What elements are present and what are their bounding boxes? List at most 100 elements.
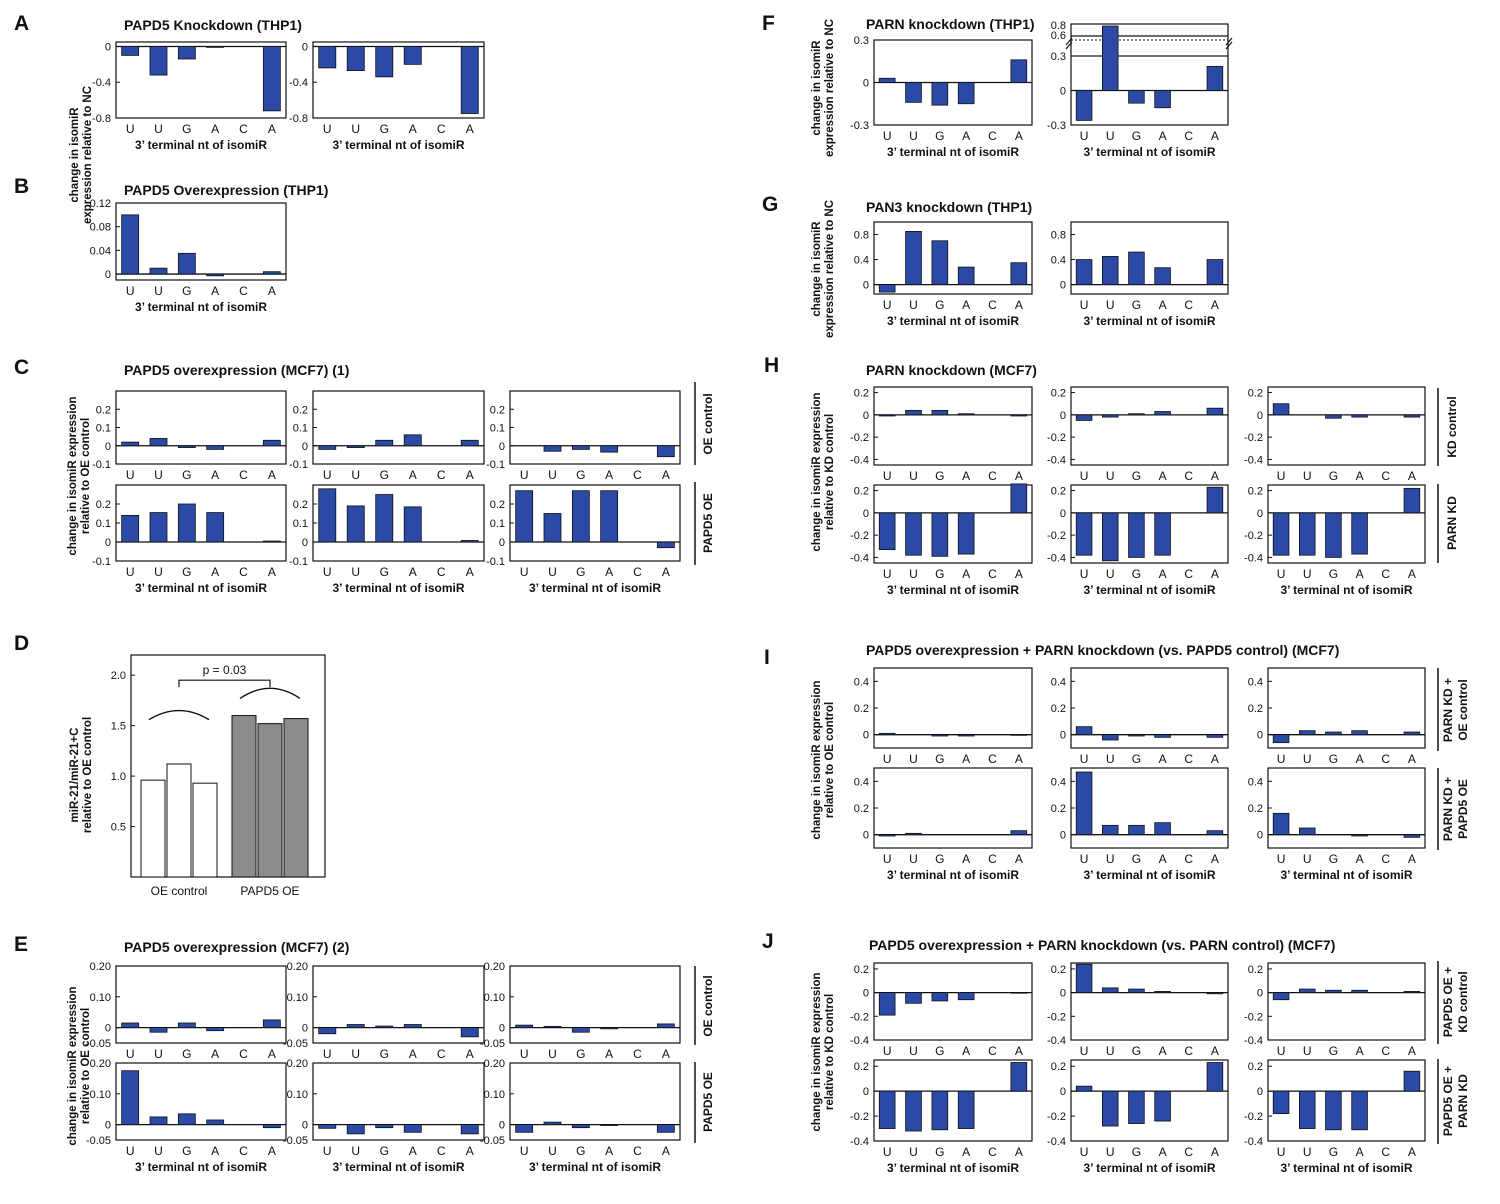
significance-bracket bbox=[178, 679, 271, 688]
bar bbox=[1075, 90, 1093, 121]
side-label-c-bottom: PAPD5 OE bbox=[701, 493, 715, 553]
x-tick-label: G bbox=[380, 122, 389, 136]
x-tick-label: A bbox=[409, 565, 417, 579]
x-tick-label: A bbox=[1159, 298, 1167, 312]
y-tick-label: 0.2 bbox=[1051, 964, 1066, 976]
x-axis-label: 3’ terminal nt of isomiR bbox=[1083, 314, 1215, 328]
axis-frame bbox=[1070, 962, 1229, 1041]
axis-frame bbox=[509, 390, 681, 465]
x-tick-label: C bbox=[988, 1145, 997, 1159]
bar bbox=[403, 46, 422, 65]
group-arc bbox=[148, 709, 210, 721]
x-tick-label: C bbox=[988, 567, 997, 581]
x-tick-label: C bbox=[1381, 1044, 1390, 1058]
bar bbox=[905, 82, 922, 103]
x-tick-label: A bbox=[268, 468, 276, 482]
axis-frame bbox=[1070, 484, 1229, 564]
x-tick-label: U bbox=[1106, 1044, 1115, 1058]
x-tick-label: C bbox=[988, 1044, 997, 1058]
bar bbox=[460, 46, 479, 114]
x-tick-label: G bbox=[182, 122, 191, 136]
x-tick-label: C bbox=[1184, 567, 1193, 581]
bar bbox=[121, 441, 140, 447]
y-tick-label: 0 bbox=[302, 1120, 308, 1132]
bar bbox=[346, 1124, 365, 1135]
bar bbox=[1154, 411, 1171, 416]
bar bbox=[600, 1124, 619, 1126]
x-tick-label: A bbox=[1159, 852, 1167, 866]
y-tick-label: 0 bbox=[105, 41, 111, 53]
bar bbox=[905, 992, 922, 1004]
x-tick-label: A bbox=[962, 129, 970, 143]
bar bbox=[149, 512, 168, 543]
x-tick-label: G bbox=[1132, 567, 1141, 581]
y-tick-label: 0 bbox=[863, 410, 869, 422]
x-tick-label: U bbox=[1106, 1145, 1115, 1159]
y-tick-label: 0.04 bbox=[90, 245, 111, 257]
chart-i4: 0 0.2 0.4 U U G A C A 3’ terminal nt of isomiR bbox=[854, 767, 1033, 882]
x-tick-label: U bbox=[154, 1047, 163, 1061]
x-tick-label: A bbox=[605, 565, 613, 579]
axis-frame bbox=[1267, 767, 1426, 849]
y-tick-label: 0 bbox=[863, 280, 869, 292]
x-tick-label: G bbox=[182, 1047, 191, 1061]
x-tick-label: U bbox=[909, 567, 918, 581]
chart-h5: -0.4 -0.2 0 0.2 U U G A C A 3’ terminal nt of isom… bbox=[1047, 484, 1229, 597]
bar bbox=[1102, 1090, 1119, 1127]
bar bbox=[121, 1022, 140, 1028]
panel-label-f: F bbox=[762, 12, 775, 35]
y-tick-label: 0.2 bbox=[96, 499, 111, 511]
y-tick-label: 0 bbox=[863, 830, 869, 842]
bar bbox=[318, 1027, 337, 1035]
axis-frame bbox=[873, 221, 1033, 295]
y-tick-label: -0.2 bbox=[850, 1011, 869, 1023]
y-tick-label: 0.5 bbox=[111, 822, 126, 834]
y-tick-label: 0.2 bbox=[293, 404, 308, 416]
break-mark bbox=[1065, 37, 1073, 46]
x-tick-label: U bbox=[1106, 469, 1115, 483]
axis-frame bbox=[312, 965, 485, 1044]
y-tick-label: 0 bbox=[863, 78, 869, 90]
y-tick-label: 0 bbox=[1257, 1086, 1263, 1098]
bar bbox=[1075, 1085, 1093, 1092]
x-tick-label: G bbox=[1132, 1044, 1141, 1058]
ylabel-f: change in isomiR expression relative to … bbox=[811, 19, 836, 157]
x-tick-label: G bbox=[935, 1145, 944, 1159]
x-tick-label: G bbox=[1132, 1145, 1141, 1159]
x-tick-label: A bbox=[962, 852, 970, 866]
bar bbox=[192, 782, 218, 878]
x-tick-label: G bbox=[576, 468, 585, 482]
x-tick-label: A bbox=[662, 1047, 670, 1061]
y-tick-label: 0.2 bbox=[854, 486, 869, 498]
bar bbox=[1403, 731, 1421, 736]
bar bbox=[375, 1124, 394, 1129]
y-tick-label: -0.2 bbox=[1047, 1011, 1066, 1023]
bar bbox=[1128, 90, 1145, 104]
x-tick-label: U bbox=[909, 752, 918, 766]
bar bbox=[346, 505, 365, 543]
x-tick-label: C bbox=[239, 1047, 248, 1061]
x-tick-label: A bbox=[466, 122, 474, 136]
side-label-i-bottom-1: PARN KD + bbox=[1441, 777, 1455, 841]
bar bbox=[1075, 414, 1093, 421]
x-tick-label: U bbox=[1080, 129, 1089, 143]
y-tick-label: 0 bbox=[105, 441, 111, 453]
ylabel-d-line1: miR-21/miR-21+C bbox=[69, 728, 81, 823]
y-tick-label: 0.2 bbox=[1248, 703, 1263, 715]
x-tick-label: A bbox=[962, 752, 970, 766]
bar bbox=[957, 512, 975, 555]
y-tick-label: 0 bbox=[1257, 508, 1263, 520]
bar bbox=[1206, 992, 1224, 995]
y-tick-label: 0.2 bbox=[854, 1061, 869, 1073]
y-tick-label: 0 bbox=[1060, 410, 1066, 422]
x-tick-label: C bbox=[239, 1144, 248, 1158]
bar bbox=[318, 46, 337, 69]
axis-break-marks bbox=[1065, 37, 1233, 50]
x-tick-label: G bbox=[1329, 1145, 1338, 1159]
y-tick-label: 0 bbox=[499, 1023, 505, 1035]
x-tick-label: U bbox=[1303, 752, 1312, 766]
y-tick-label: 0.2 bbox=[1248, 1061, 1263, 1073]
bar bbox=[1010, 59, 1028, 83]
x-axis-label: 3’ terminal nt of isomiR bbox=[135, 581, 267, 595]
y-tick-label: -0.8 bbox=[289, 113, 308, 125]
